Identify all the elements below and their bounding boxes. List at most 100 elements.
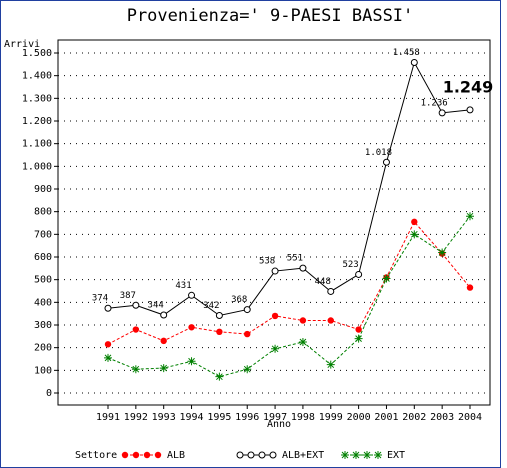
x-tick-label: 2001 [374,412,398,423]
point [188,324,195,331]
point [159,364,168,373]
point [326,360,335,369]
point [355,326,362,333]
legend-marker [341,451,349,459]
series-line [107,61,471,317]
x-tick-label: 1991 [96,412,120,423]
point [104,341,112,348]
legend-marker [143,451,151,459]
y-tick-label: 300 [34,320,52,331]
point [160,311,168,319]
value-label: 342 [203,301,219,311]
point [271,267,279,275]
point [243,306,251,314]
value-label: 387 [120,291,136,301]
y-tick-label: 200 [34,343,52,354]
point [466,284,474,291]
point [327,317,334,324]
y-axis-label: Arrivi [4,39,40,50]
y-tick-label: 0 [46,388,52,399]
value-label: 1.236 [421,98,448,108]
legend-marker [247,451,255,459]
point [438,248,447,257]
y-tick-label: 1.100 [22,139,52,150]
x-tick-label: 1997 [263,412,287,423]
x-tick-label: 1995 [207,412,231,423]
y-tick-label: 600 [34,252,52,263]
y-tick-label: 800 [34,207,52,218]
value-label: 551 [287,254,303,264]
point [299,264,307,272]
x-tick-label: 2002 [402,412,426,423]
legend-marker [121,451,129,459]
plot-frame [57,39,491,406]
y-tick-label: 1.400 [22,71,52,82]
legend-label: ALB+EXT [282,450,324,461]
legend-marker [258,451,266,459]
point [382,158,390,166]
point [355,270,363,278]
chart-title: Provenienza=' 9-PAESI BASSI' [127,6,414,26]
x-tick-label: 2000 [347,412,371,423]
point [466,212,474,221]
x-tick-label: 1998 [291,412,315,423]
point [271,312,279,320]
point [243,365,252,374]
y-tick-label: 900 [34,184,52,195]
series-line [107,220,471,345]
point [411,218,418,226]
y-tick-label: 500 [34,275,52,286]
legend-marker [269,451,277,459]
point [132,326,140,333]
x-tick-label: 2004 [458,412,482,423]
point [131,365,140,374]
legend-marker [236,451,244,459]
value-label: 523 [342,260,358,270]
point [244,330,251,338]
point [215,311,223,319]
legend-marker [363,451,371,459]
point [410,59,418,67]
point [299,317,307,324]
point [298,338,307,346]
y-tick-label: 700 [34,229,52,240]
point [327,287,335,295]
value-label: 448 [315,277,331,287]
point [382,274,391,283]
x-tick-label: 1993 [152,412,176,423]
value-label: 1.249 [443,77,494,96]
point [132,301,140,309]
point [188,291,196,299]
legend-label: EXT [387,450,405,461]
point [438,109,446,117]
point [104,353,112,362]
value-label: 1.458 [393,48,420,58]
legend-marker [374,451,382,459]
legend-label: ALB [167,450,185,461]
point [466,106,474,114]
x-tick-label: 1994 [179,412,203,423]
y-tick-label: 1.200 [22,116,52,127]
value-label: 374 [92,294,108,304]
point [410,230,419,239]
x-tick-label: 2003 [430,412,454,423]
value-label: 1.018 [365,148,392,158]
value-label: 344 [148,301,164,311]
point [354,334,363,343]
legend-marker [154,451,162,459]
value-label: 368 [231,295,247,305]
y-tick-label: 100 [34,365,52,376]
legend-marker [132,451,140,459]
point [271,344,280,353]
point [216,328,223,335]
value-label: 538 [259,257,275,267]
y-tick-label: 400 [34,297,52,308]
legend-title: Settore [75,450,117,461]
y-tick-label: 1.000 [22,161,52,172]
y-tick-label: 1.500 [22,48,52,59]
legend-marker [352,451,360,459]
point [104,304,112,312]
point [187,357,196,366]
series-line [107,215,471,378]
